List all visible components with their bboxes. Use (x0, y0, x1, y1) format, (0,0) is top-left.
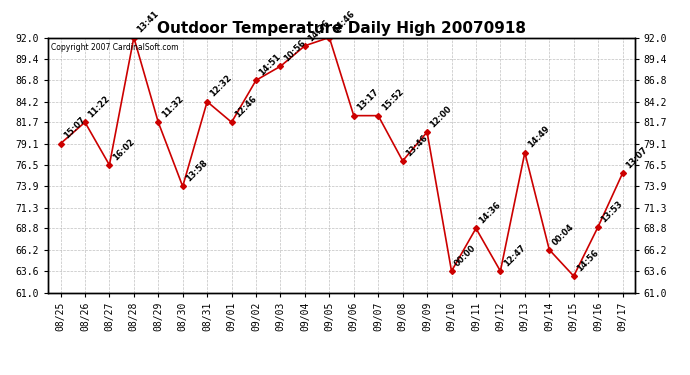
Text: 00:04: 00:04 (551, 222, 575, 247)
Text: 14:36: 14:36 (477, 200, 502, 225)
Text: 13:58: 13:58 (184, 158, 209, 184)
Text: 12:46: 12:46 (233, 94, 258, 120)
Text: 13:07: 13:07 (624, 146, 649, 171)
Text: 12:00: 12:00 (428, 104, 453, 129)
Text: 12:32: 12:32 (208, 74, 234, 99)
Text: 11:32: 11:32 (159, 94, 185, 120)
Title: Outdoor Temperature Daily High 20070918: Outdoor Temperature Daily High 20070918 (157, 21, 526, 36)
Text: 13:53: 13:53 (600, 199, 624, 224)
Text: 14:51: 14:51 (257, 52, 283, 78)
Text: 10:56: 10:56 (282, 38, 307, 63)
Text: 15:52: 15:52 (380, 87, 405, 113)
Text: 16:02: 16:02 (111, 137, 136, 162)
Text: 15:07: 15:07 (62, 116, 87, 141)
Text: 14:36: 14:36 (306, 18, 332, 43)
Text: 12:47: 12:47 (502, 243, 527, 268)
Text: 13:41: 13:41 (135, 9, 161, 35)
Text: Copyright 2007 CardinalSoft.com: Copyright 2007 CardinalSoft.com (51, 43, 179, 52)
Text: 14:46: 14:46 (331, 9, 356, 35)
Text: 14:56: 14:56 (575, 248, 600, 273)
Text: 14:49: 14:49 (526, 124, 551, 150)
Text: 13:46: 13:46 (404, 133, 429, 158)
Text: 13:17: 13:17 (355, 88, 380, 113)
Text: 11:22: 11:22 (86, 94, 112, 120)
Text: 00:00: 00:00 (453, 243, 478, 268)
